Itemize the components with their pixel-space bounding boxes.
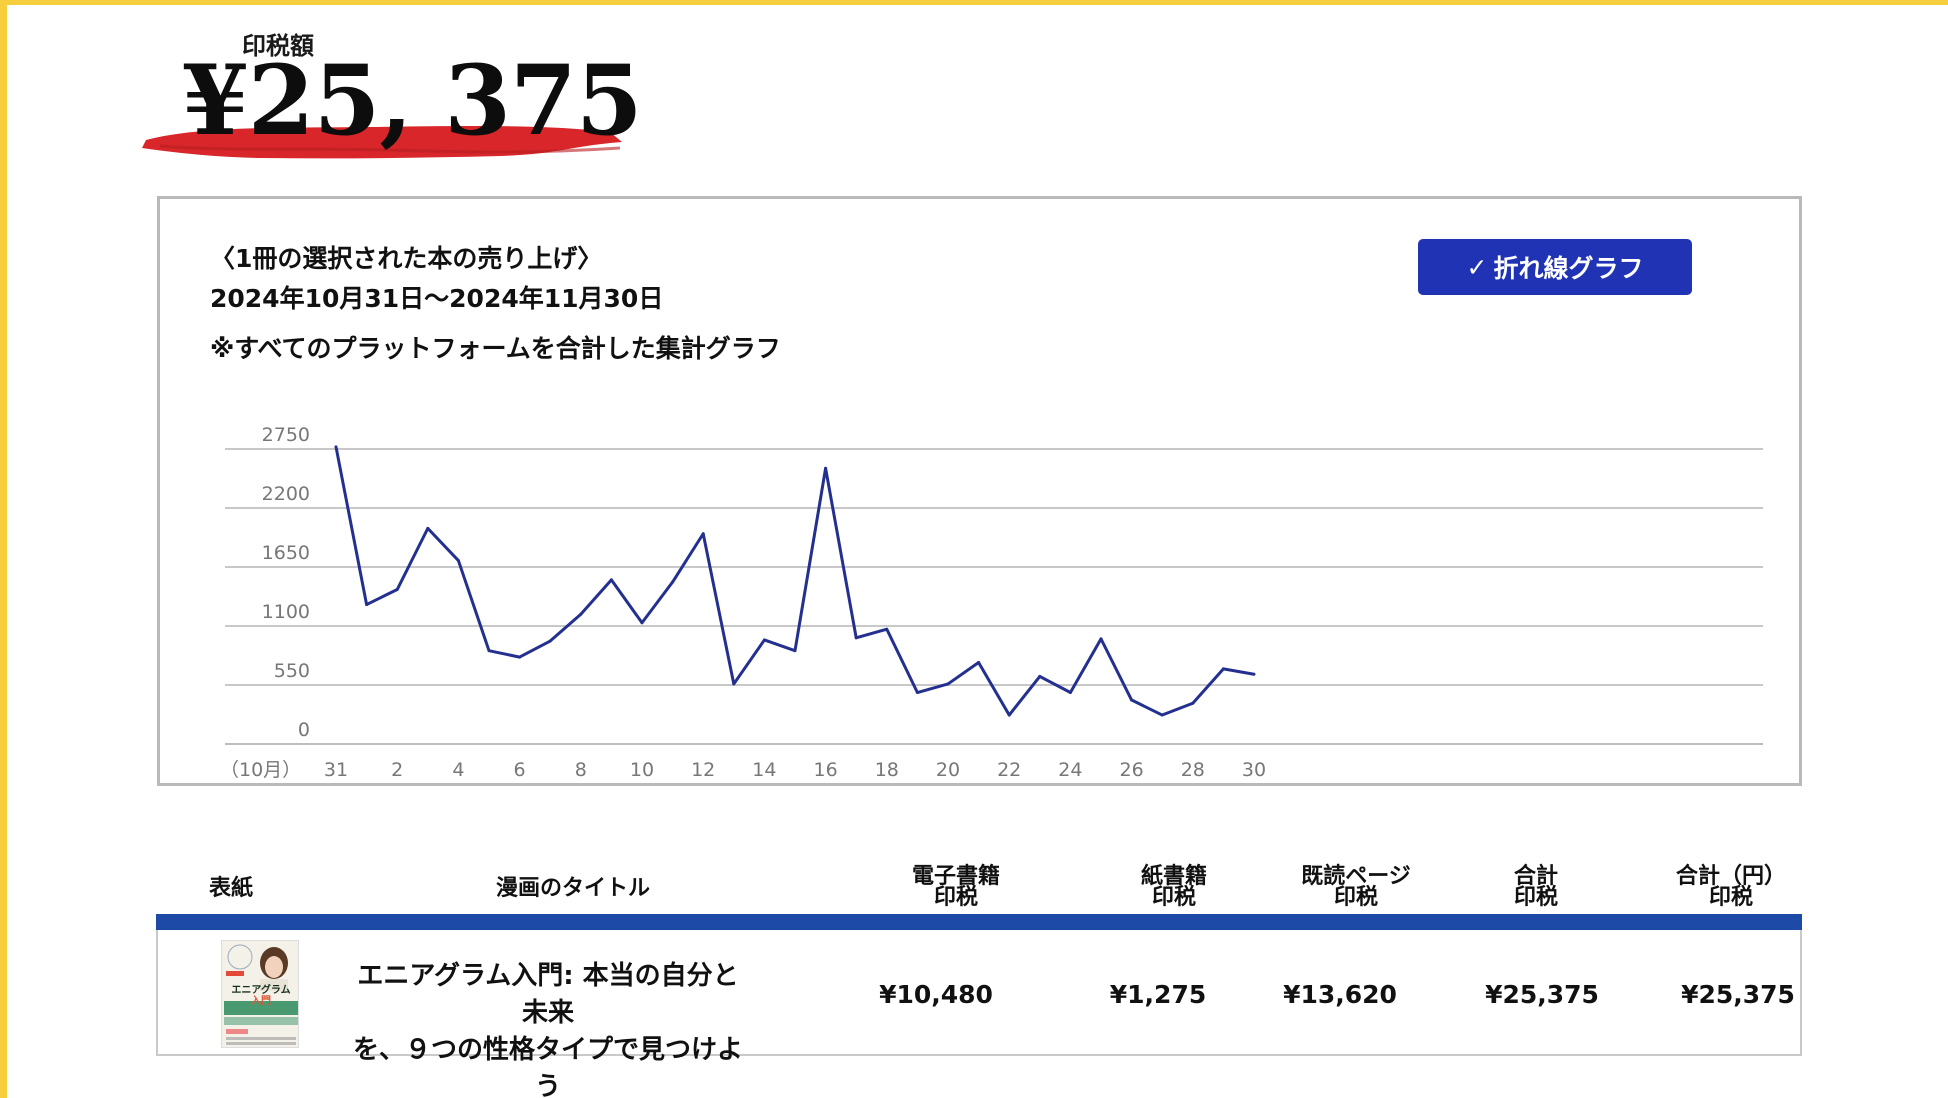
x-tick-label: 30 bbox=[1242, 759, 1266, 781]
x-tick-label: 2 bbox=[391, 759, 403, 781]
data-point bbox=[548, 639, 552, 643]
x-tick-label: 28 bbox=[1181, 759, 1205, 781]
data-point bbox=[946, 682, 950, 686]
data-point bbox=[1099, 637, 1103, 641]
data-point bbox=[854, 636, 858, 640]
y-tick-label: 1650 bbox=[262, 542, 310, 564]
red-brush-stroke bbox=[142, 126, 622, 159]
book-cover-art bbox=[222, 941, 298, 1047]
data-point bbox=[334, 445, 338, 449]
data-point bbox=[640, 621, 644, 625]
data-point bbox=[426, 526, 430, 530]
royalty-label: 印税額 bbox=[242, 32, 314, 60]
header-total: 合計 印税 bbox=[1513, 864, 1558, 910]
line-graph-toggle-button[interactable]: ✓ 折れ線グラフ bbox=[1418, 239, 1692, 295]
book-cover-image[interactable]: エニアグラム 入門 bbox=[221, 940, 299, 1048]
x-tick-label: 18 bbox=[875, 759, 899, 781]
header-cover: 表紙 bbox=[209, 876, 254, 901]
x-tick-label: 10 bbox=[630, 759, 654, 781]
data-point bbox=[824, 466, 828, 470]
x-tick-label: 8 bbox=[575, 759, 587, 781]
data-point bbox=[762, 638, 766, 642]
data-point bbox=[579, 612, 583, 616]
royalty-amount: ¥25, 375 bbox=[182, 44, 643, 157]
x-axis-prefix-label: （10月） bbox=[220, 759, 301, 781]
data-point bbox=[1038, 674, 1042, 678]
table-row[interactable]: エニアグラム 入門 エニアグラム入門: 本当の自分と未来 を、９つの性格タイプで… bbox=[156, 930, 1802, 1098]
data-point bbox=[793, 649, 797, 653]
data-point bbox=[1191, 701, 1195, 705]
header-total-yen: 合計（円） 印税 bbox=[1675, 864, 1786, 910]
x-tick-label: 16 bbox=[814, 759, 838, 781]
line-graph-toggle-label: 折れ線グラフ bbox=[1493, 254, 1644, 283]
header-ebook: 電子書籍 印税 bbox=[911, 864, 1000, 910]
data-point bbox=[1007, 713, 1011, 717]
data-point bbox=[1221, 667, 1225, 671]
total-royalty-value: ¥25,375 bbox=[1485, 980, 1599, 1009]
x-tick-label: 31 bbox=[324, 759, 348, 781]
x-tick-label: 20 bbox=[936, 759, 960, 781]
y-tick-label: 2200 bbox=[262, 483, 310, 505]
data-point bbox=[915, 691, 919, 695]
data-point bbox=[1160, 713, 1164, 717]
data-point bbox=[487, 649, 491, 653]
left-frame-border bbox=[0, 0, 7, 1098]
data-point bbox=[609, 578, 613, 582]
x-tick-label: 6 bbox=[514, 759, 526, 781]
data-point bbox=[885, 627, 889, 631]
pages-read-royalty-value: ¥13,620 bbox=[1283, 980, 1397, 1009]
x-tick-label: 12 bbox=[691, 759, 715, 781]
x-tick-label: 24 bbox=[1058, 759, 1082, 781]
chart-date-range: 2024年10月31日〜2024年11月30日 bbox=[210, 284, 664, 313]
total-yen-royalty-value: ¥25,375 bbox=[1681, 980, 1795, 1009]
sales-series-line bbox=[334, 446, 1255, 717]
data-point bbox=[365, 603, 369, 607]
data-point bbox=[1130, 698, 1134, 702]
y-tick-label: 1100 bbox=[262, 601, 310, 623]
table-header-bar bbox=[156, 914, 1802, 930]
data-point bbox=[732, 682, 736, 686]
x-tick-label: 26 bbox=[1120, 759, 1144, 781]
y-tick-label: 550 bbox=[274, 660, 310, 682]
chart-heading: 〈1冊の選択された本の売り上げ〉 bbox=[210, 244, 603, 273]
x-tick-label: 22 bbox=[997, 759, 1021, 781]
sales-chart-card: 〈1冊の選択された本の売り上げ〉 2024年10月31日〜2024年11月30日… bbox=[157, 196, 1802, 786]
data-point bbox=[395, 588, 399, 592]
top-frame-border bbox=[0, 0, 1948, 5]
data-point bbox=[1068, 691, 1072, 695]
paper-royalty-value: ¥1,275 bbox=[1109, 980, 1207, 1009]
data-point bbox=[1252, 672, 1256, 676]
book-title[interactable]: エニアグラム入門: 本当の自分と未来 を、９つの性格タイプで見つけよう bbox=[352, 961, 743, 1098]
cover-title-text: エニアグラム 入門 bbox=[231, 985, 291, 1007]
y-tick-label: 2750 bbox=[262, 424, 310, 446]
header-pages-read: 既読ページ 印税 bbox=[1301, 864, 1411, 910]
data-point bbox=[701, 532, 705, 536]
data-point bbox=[977, 660, 981, 664]
chart-note: ※すべてのプラットフォームを合計した集計グラフ bbox=[210, 334, 781, 363]
x-tick-label: 4 bbox=[452, 759, 464, 781]
y-tick-label: 0 bbox=[298, 719, 310, 741]
data-point bbox=[456, 559, 460, 563]
ebook-royalty-value: ¥10,480 bbox=[879, 980, 993, 1009]
x-tick-label: 14 bbox=[752, 759, 776, 781]
data-point bbox=[671, 580, 675, 584]
header-paper: 紙書籍 印税 bbox=[1140, 864, 1207, 910]
check-icon: ✓ bbox=[1466, 252, 1488, 282]
header-title: 漫画のタイトル bbox=[496, 876, 651, 901]
royalty-table-header: 表紙 漫画のタイトル 電子書籍 印税 紙書籍 印税 既読ページ 印税 合計 印税… bbox=[156, 860, 1802, 912]
data-point bbox=[518, 655, 522, 659]
